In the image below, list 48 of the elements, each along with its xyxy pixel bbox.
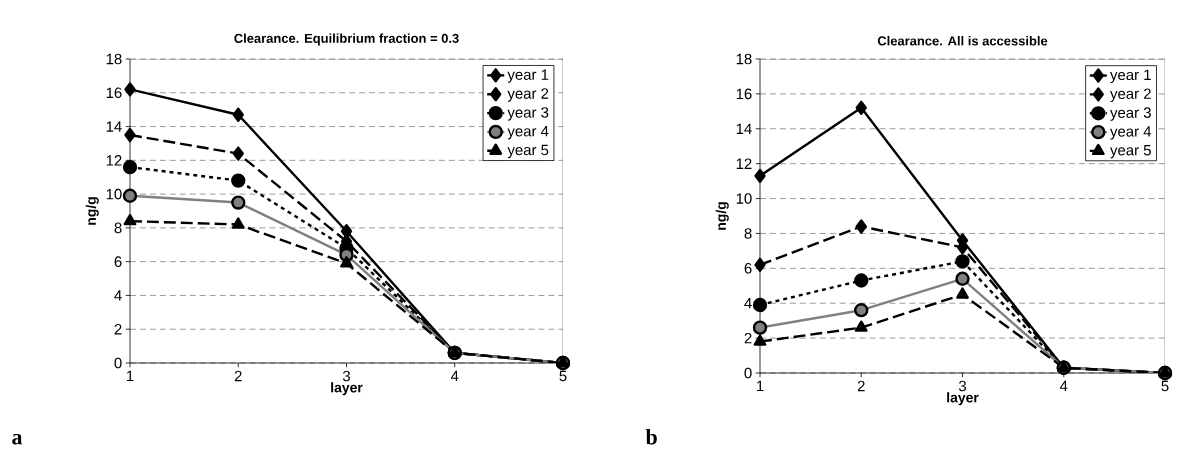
y-tick-label: 6 xyxy=(114,256,122,267)
y-tick-label: 4 xyxy=(114,290,122,301)
y-tick-label: 12 xyxy=(106,155,122,166)
legend-label: year 4 xyxy=(1110,126,1152,140)
x-tick-label: 5 xyxy=(1161,380,1169,392)
legend-label: year 3 xyxy=(507,107,549,121)
legend-label: year 2 xyxy=(1110,88,1151,102)
chart-title: Clearance. Equilibrium fraction = 0.3 xyxy=(234,33,459,46)
y-tick-label: 14 xyxy=(106,121,122,132)
legend-label: year 5 xyxy=(507,144,549,159)
x-tick-label: 2 xyxy=(857,380,865,392)
x-tick-label: 4 xyxy=(1059,380,1068,392)
x-tick-label: 4 xyxy=(450,370,459,382)
text: b xyxy=(645,429,657,445)
y-axis-title: ng/g xyxy=(715,202,729,230)
x-tick-label: 3 xyxy=(958,380,967,392)
y-tick-label: 18 xyxy=(736,53,752,65)
legend-label: year 1 xyxy=(1110,69,1151,84)
y-tick-label: 2 xyxy=(114,324,122,335)
y-tick-label: 4 xyxy=(744,298,752,309)
x-axis-title: layer xyxy=(947,392,979,406)
y-tick-label: 10 xyxy=(106,188,122,200)
x-axis-title: layer xyxy=(331,382,363,396)
x-tick-label: 2 xyxy=(234,370,242,382)
legend-label: year 2 xyxy=(507,88,549,102)
x-tick-label: 1 xyxy=(126,370,134,382)
legend-label: year 4 xyxy=(507,126,549,140)
y-tick-label: 0 xyxy=(114,357,122,369)
y-tick-label: 16 xyxy=(736,88,752,100)
legend-label: year 5 xyxy=(1110,145,1151,159)
text: a xyxy=(12,433,23,445)
y-tick-label: 2 xyxy=(744,332,752,344)
x-tick-label: 3 xyxy=(342,370,350,382)
x-tick-label: 1 xyxy=(756,380,764,392)
y-tick-label: 14 xyxy=(736,123,752,134)
x-tick-label: 5 xyxy=(559,370,567,382)
legend-label: year 1 xyxy=(507,69,549,83)
y-tick-label: 8 xyxy=(744,228,752,239)
y-tick-label: 10 xyxy=(736,193,752,204)
y-tick-label: 16 xyxy=(106,87,122,99)
y-tick-label: 18 xyxy=(106,53,122,65)
y-tick-label: 8 xyxy=(114,222,122,234)
y-tick-label: 0 xyxy=(744,367,752,379)
y-tick-label: 12 xyxy=(736,158,752,169)
chart-title: Clearance. All is accessible xyxy=(877,35,1048,46)
legend-label: year 3 xyxy=(1110,107,1151,121)
y-tick-label: 6 xyxy=(744,263,752,274)
y-axis-title: ng/g xyxy=(85,197,99,225)
